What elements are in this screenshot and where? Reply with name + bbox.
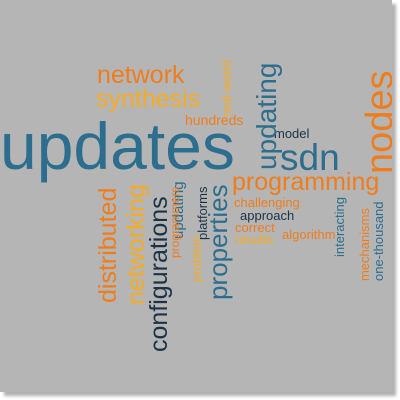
word-updates: updates <box>0 109 235 183</box>
word-synthesis: synthesis <box>96 85 201 113</box>
word-mechanisms: mechanisms <box>357 208 372 281</box>
word-hundreds: hundreds <box>185 112 244 128</box>
word-real-world: real-world <box>219 59 234 117</box>
word-interacting: interacting <box>332 197 347 257</box>
word-properties: properties <box>203 184 233 300</box>
word-programmers: programmers <box>168 186 182 258</box>
word-cloud: network synthesis hundreds updates model… <box>0 0 392 392</box>
word-model: model <box>274 126 310 141</box>
word-results: results <box>235 232 274 247</box>
word-correct: correct <box>235 220 275 235</box>
word-problem: problem <box>189 235 204 282</box>
word-distributed: distributed <box>94 187 122 303</box>
word-algorithm: algorithm <box>282 227 336 242</box>
word-challenging: challenging <box>234 195 300 210</box>
word-network: network <box>97 61 185 89</box>
word-one-thousand: one-thousand <box>371 201 386 281</box>
word-sdn: sdn <box>280 137 340 178</box>
word-programming: programming <box>232 168 380 196</box>
word-updating-vertical: updating <box>251 62 282 170</box>
word-nodes: nodes <box>359 70 392 174</box>
word-approach: approach <box>240 208 295 223</box>
